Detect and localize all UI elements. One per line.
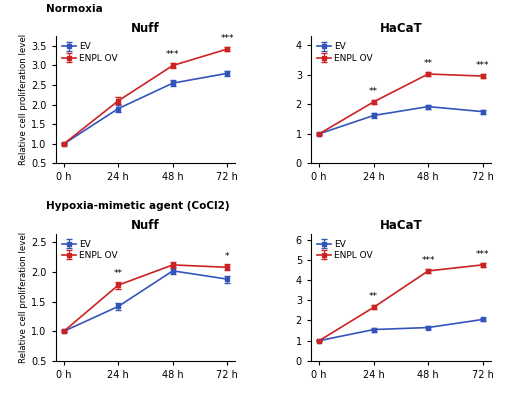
- Legend: EV, ENPL OV: EV, ENPL OV: [315, 41, 374, 65]
- Text: Hypoxia-mimetic agent (CoCl2): Hypoxia-mimetic agent (CoCl2): [45, 201, 229, 211]
- Title: Nuff: Nuff: [131, 22, 160, 35]
- Y-axis label: Relative cell proliferation level: Relative cell proliferation level: [19, 232, 28, 363]
- Legend: EV, ENPL OV: EV, ENPL OV: [60, 41, 119, 65]
- Text: ***: ***: [421, 256, 434, 265]
- Title: HaCaT: HaCaT: [379, 219, 422, 232]
- Text: ***: ***: [166, 50, 179, 59]
- Y-axis label: Relative cell proliferation level: Relative cell proliferation level: [19, 34, 28, 165]
- Text: **: **: [423, 59, 432, 69]
- Legend: EV, ENPL OV: EV, ENPL OV: [315, 238, 374, 262]
- Text: Normoxia: Normoxia: [45, 4, 102, 14]
- Text: ***: ***: [220, 34, 234, 43]
- Legend: EV, ENPL OV: EV, ENPL OV: [60, 238, 119, 262]
- Text: ***: ***: [475, 250, 488, 259]
- Text: **: **: [369, 292, 377, 302]
- Text: **: **: [369, 87, 377, 96]
- Title: HaCaT: HaCaT: [379, 22, 422, 35]
- Text: ***: ***: [475, 61, 488, 70]
- Text: *: *: [225, 251, 229, 261]
- Text: **: **: [114, 269, 123, 277]
- Title: Nuff: Nuff: [131, 219, 160, 232]
